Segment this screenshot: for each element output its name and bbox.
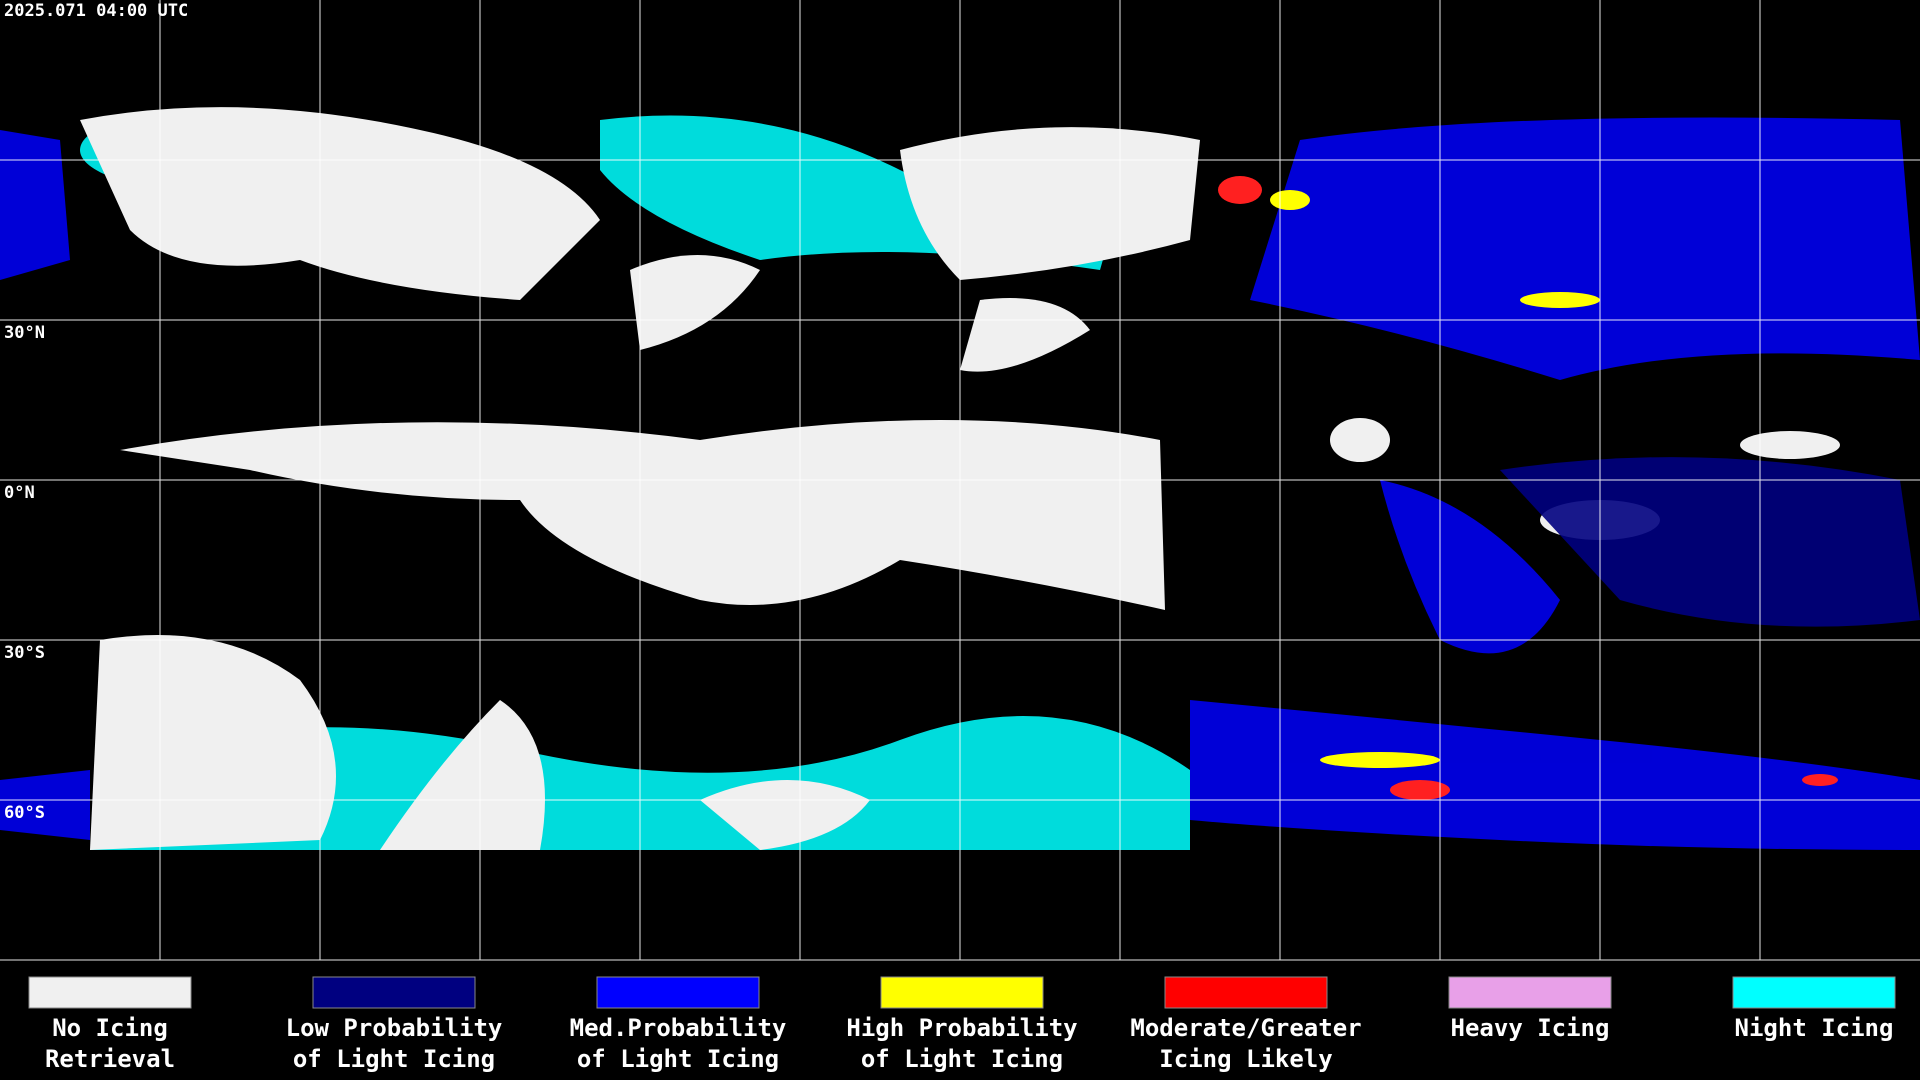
legend-label: Low Probability [286, 1014, 503, 1042]
graticule [0, 0, 1920, 961]
legend-swatch [1164, 976, 1328, 1009]
legend-swatch [1732, 976, 1896, 1009]
legend-label: Retrieval [45, 1045, 175, 1073]
legend-label: Moderate/Greater [1130, 1014, 1361, 1042]
timestamp: 2025.071 04:00 UTC [4, 1, 188, 21]
latitude-labels: 30°N 0°N 30°S 60°S [4, 323, 45, 823]
legend-label: No Icing [52, 1014, 168, 1042]
legend-label: High Probability [846, 1014, 1077, 1042]
legend-label: of Light Icing [861, 1045, 1063, 1073]
legend: No Icing Retrieval Low Probability of Light… [28, 976, 1896, 1073]
legend-label: Icing Likely [1159, 1045, 1332, 1073]
legend-swatch [1448, 976, 1612, 1009]
legend-swatch [28, 976, 192, 1009]
latitude-label: 0°N [4, 483, 35, 503]
legend-label: of Light Icing [577, 1045, 779, 1073]
latitude-label: 60°S [4, 803, 45, 823]
latitude-label: 30°N [4, 323, 45, 343]
cloud-layer [0, 107, 1920, 850]
legend-label: Heavy Icing [1451, 1014, 1610, 1042]
legend-label: of Light Icing [293, 1045, 495, 1073]
legend-label: Night Icing [1735, 1014, 1894, 1042]
legend-label: Med.Probability [570, 1014, 787, 1042]
legend-swatch [880, 976, 1044, 1009]
legend-swatch [596, 976, 760, 1009]
legend-swatch [312, 976, 476, 1009]
latitude-label: 30°S [4, 643, 45, 663]
